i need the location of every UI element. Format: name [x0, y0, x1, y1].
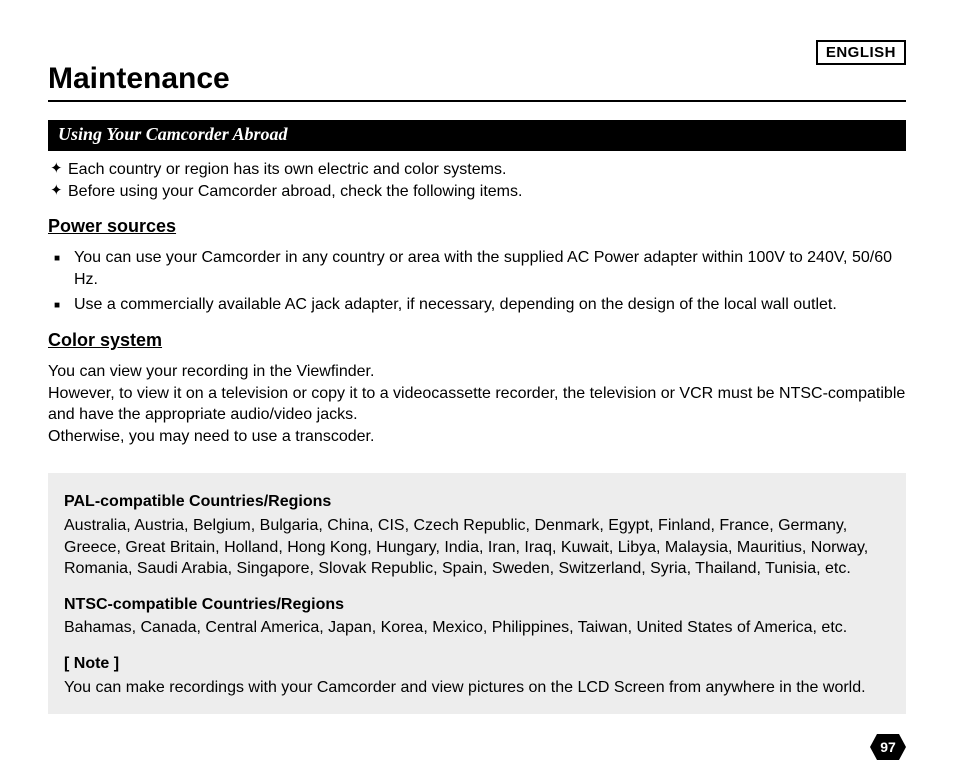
- diamond-bullet-icon: ✦: [50, 181, 68, 201]
- color-line: However, to view it on a television or c…: [48, 385, 905, 424]
- language-badge: ENGLISH: [816, 40, 906, 65]
- list-text: Use a commercially available AC jack ada…: [74, 294, 837, 316]
- ntsc-heading: NTSC-compatible Countries/Regions: [64, 594, 890, 616]
- note-heading: [ Note ]: [64, 653, 890, 675]
- color-line: You can view your recording in the Viewf…: [48, 363, 374, 380]
- pal-body: Australia, Austria, Belgium, Bulgaria, C…: [64, 515, 890, 580]
- note-body: You can make recordings with your Camcor…: [64, 677, 890, 699]
- ntsc-body: Bahamas, Canada, Central America, Japan,…: [64, 617, 890, 639]
- square-bullet-icon: ■: [54, 294, 74, 313]
- pal-heading: PAL-compatible Countries/Regions: [64, 491, 890, 513]
- intro-line: ✦ Each country or region has its own ele…: [50, 159, 906, 181]
- pal-block: PAL-compatible Countries/Regions Austral…: [64, 491, 890, 579]
- intro-text: Before using your Camcorder abroad, chec…: [68, 181, 522, 203]
- title-rule: [48, 100, 906, 102]
- intro-line: ✦ Before using your Camcorder abroad, ch…: [50, 181, 906, 203]
- section-heading-bar: Using Your Camcorder Abroad: [48, 120, 906, 151]
- subheading-color: Color system: [48, 330, 906, 351]
- ntsc-block: NTSC-compatible Countries/Regions Bahama…: [64, 594, 890, 639]
- diamond-bullet-icon: ✦: [50, 159, 68, 179]
- color-line: Otherwise, you may need to use a transco…: [48, 428, 374, 445]
- document-page: ENGLISH Maintenance Using Your Camcorder…: [0, 0, 954, 784]
- intro-block: ✦ Each country or region has its own ele…: [50, 159, 906, 202]
- note-block: [ Note ] You can make recordings with yo…: [64, 653, 890, 698]
- compatibility-box: PAL-compatible Countries/Regions Austral…: [48, 473, 906, 714]
- square-bullet-icon: ■: [54, 247, 74, 266]
- page-number-badge: 97: [870, 734, 906, 760]
- list-item: ■ Use a commercially available AC jack a…: [54, 294, 906, 316]
- list-text: You can use your Camcorder in any countr…: [74, 247, 906, 290]
- color-paragraph: You can view your recording in the Viewf…: [48, 361, 906, 447]
- power-list: ■ You can use your Camcorder in any coun…: [54, 247, 906, 316]
- page-title: Maintenance: [48, 62, 906, 96]
- subheading-power: Power sources: [48, 216, 906, 237]
- page-number-text: 97: [870, 734, 906, 760]
- list-item: ■ You can use your Camcorder in any coun…: [54, 247, 906, 290]
- intro-text: Each country or region has its own elect…: [68, 159, 506, 181]
